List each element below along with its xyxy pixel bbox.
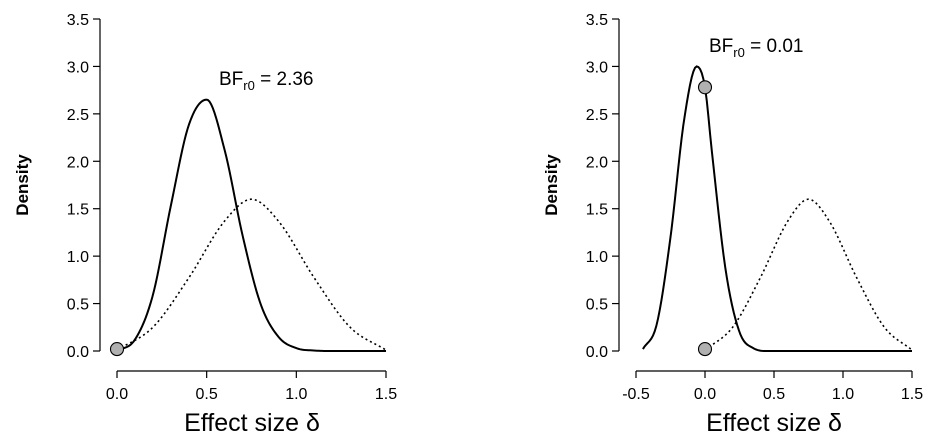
y-tick-label: 0.5 bbox=[586, 297, 608, 314]
x-tick-label: 1.0 bbox=[832, 386, 854, 403]
x-tick-label: 1.0 bbox=[285, 386, 307, 403]
y-tick-label: 3.5 bbox=[586, 12, 608, 29]
prior-curve bbox=[116, 198, 387, 351]
bayes-factor-label: BFr0 = 2.36 bbox=[219, 69, 313, 93]
y-tick-label: 2.0 bbox=[67, 154, 89, 171]
x-tick-label: 0.5 bbox=[763, 386, 785, 403]
density-point bbox=[697, 80, 713, 95]
y-tick-label: 2.5 bbox=[586, 107, 608, 124]
y-tick-label: 1.0 bbox=[67, 249, 89, 266]
y-axis-title: Density bbox=[13, 154, 32, 216]
right-panel: 0.0 0.5 1.0 1.5 2.0 2.5 3.0 3.5 -0.5 0.0 0.5 1.0 1.5… bbox=[542, 12, 923, 437]
y-tick-label: 3.0 bbox=[67, 59, 89, 76]
posterior-curve bbox=[116, 98, 386, 352]
y-tick-label: 1.0 bbox=[586, 249, 608, 266]
x-tick-label: 1.5 bbox=[375, 386, 397, 403]
prior-curve bbox=[704, 198, 913, 351]
y-tick-label: 3.5 bbox=[67, 12, 89, 29]
y-tick-label: 0.0 bbox=[67, 344, 89, 361]
bayes-factor-label: BFr0 = 0.01 bbox=[709, 36, 803, 60]
y-tick-label: 2.5 bbox=[67, 107, 89, 124]
y-tick-label: 1.5 bbox=[586, 202, 608, 219]
y-tick-label: 2.0 bbox=[586, 154, 608, 171]
density-point bbox=[697, 342, 713, 357]
x-axis-title: Effect size δ bbox=[706, 409, 842, 437]
x-tick-label: 0.5 bbox=[196, 386, 218, 403]
posterior-curve bbox=[642, 65, 912, 352]
y-axis-title: Density bbox=[542, 154, 561, 216]
y-tick-label: 3.0 bbox=[586, 59, 608, 76]
x-tick-label: 0.0 bbox=[694, 386, 716, 403]
x-axis-title: Effect size δ bbox=[184, 409, 320, 437]
x-tick-label: 1.5 bbox=[901, 386, 923, 403]
density-point bbox=[109, 342, 125, 357]
y-tick-label: 1.5 bbox=[67, 202, 89, 219]
y-tick-label: 0.5 bbox=[67, 297, 89, 314]
x-tick-label: -0.5 bbox=[622, 386, 650, 403]
y-tick-label: 0.0 bbox=[586, 344, 608, 361]
left-panel: 0.0 0.5 1.0 1.5 2.0 2.5 3.0 3.5 0.0 0.5 1.0 1.5 Dens… bbox=[13, 12, 397, 437]
x-tick-label: 0.0 bbox=[106, 386, 128, 403]
